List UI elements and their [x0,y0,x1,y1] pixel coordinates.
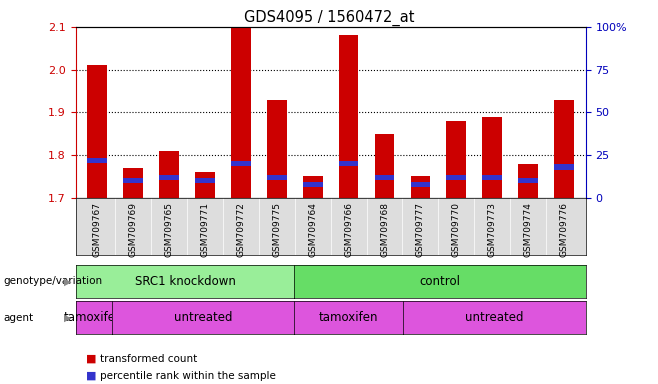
Text: untreated: untreated [174,311,232,324]
Text: untreated: untreated [465,311,524,324]
Text: SRC1 knockdown: SRC1 knockdown [134,275,236,288]
Bar [411,176,430,198]
Text: GSM709770: GSM709770 [452,202,461,257]
Text: GSM709766: GSM709766 [344,202,353,257]
Bar [267,99,287,198]
Bar [447,121,467,198]
Bar [123,178,143,183]
Text: transformed count: transformed count [100,354,197,364]
Bar [195,178,215,183]
Bar [159,151,179,198]
Bar [303,182,322,187]
Text: GDS4095 / 1560472_at: GDS4095 / 1560472_at [243,10,415,26]
Text: genotype/variation: genotype/variation [3,276,103,286]
Bar [88,65,107,198]
Text: GSM709771: GSM709771 [201,202,209,257]
Text: tamoxifen: tamoxifen [64,311,124,324]
Bar [482,175,502,180]
Text: GSM709764: GSM709764 [308,202,317,257]
Text: GSM709775: GSM709775 [272,202,281,257]
Bar [303,176,322,198]
Bar [519,178,538,183]
Bar [374,175,394,180]
Text: control: control [419,275,461,288]
Bar [554,164,574,170]
Bar [339,35,359,198]
Text: GSM709776: GSM709776 [559,202,569,257]
Bar [267,175,287,180]
Bar [554,99,574,198]
Text: GSM709769: GSM709769 [128,202,138,257]
Bar [482,117,502,198]
Text: GSM709768: GSM709768 [380,202,389,257]
Bar [411,182,430,187]
Text: GSM709773: GSM709773 [488,202,497,257]
Text: ■: ■ [86,354,96,364]
Text: ▶: ▶ [64,276,71,286]
Text: GSM709765: GSM709765 [164,202,174,257]
Text: GSM709772: GSM709772 [236,202,245,257]
Bar [123,168,143,198]
Bar [339,161,359,166]
Text: GSM709767: GSM709767 [93,202,102,257]
Bar [231,161,251,166]
Text: ■: ■ [86,371,96,381]
Text: agent: agent [3,313,34,323]
Bar [447,175,467,180]
Text: percentile rank within the sample: percentile rank within the sample [100,371,276,381]
Bar [374,134,394,198]
Bar [519,164,538,198]
Text: GSM709777: GSM709777 [416,202,425,257]
Text: tamoxifen: tamoxifen [319,311,378,324]
Text: ▶: ▶ [64,313,71,323]
Bar [231,27,251,198]
Bar [88,157,107,163]
Bar [195,172,215,198]
Bar [159,175,179,180]
Text: GSM709774: GSM709774 [524,202,533,257]
